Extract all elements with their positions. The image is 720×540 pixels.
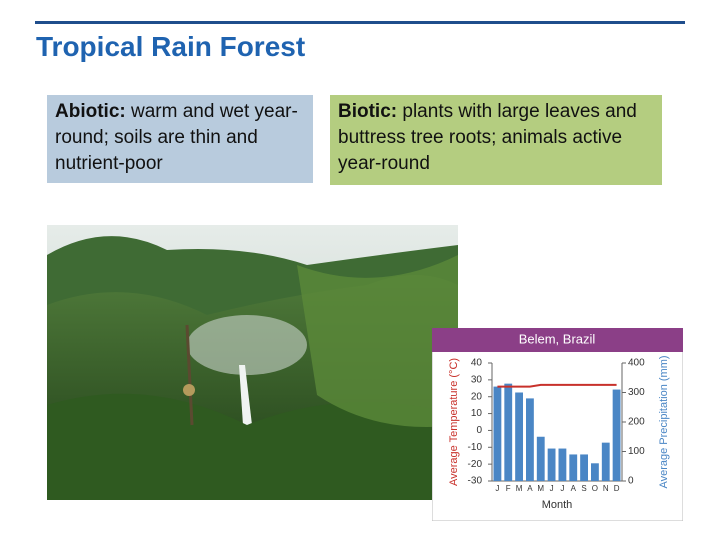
bar xyxy=(526,398,534,481)
box-label: Abiotic: xyxy=(55,101,126,122)
x-tick-label: J xyxy=(550,484,554,493)
abiotic-box: Abiotic: warm and wet year-round; soils … xyxy=(47,95,313,183)
bar xyxy=(601,442,610,481)
y2-tick-label: 400 xyxy=(628,358,645,369)
box-label: Biotic: xyxy=(338,101,398,122)
y2-tick-label: 200 xyxy=(628,417,645,428)
y-tick-label: -30 xyxy=(468,476,483,487)
climate-chart: Belem, Brazil Month Average Temperature … xyxy=(432,328,683,521)
x-tick-label: M xyxy=(537,484,544,493)
y2-tick-label: 300 xyxy=(628,387,645,398)
y-axis-title: Average Temperature (°C) xyxy=(448,358,460,486)
bar xyxy=(493,386,502,481)
y-tick-label: 30 xyxy=(471,374,483,385)
x-tick-label: J xyxy=(495,484,499,493)
chart-header xyxy=(432,328,683,352)
bar xyxy=(558,448,567,481)
x-tick-label: D xyxy=(614,484,620,493)
chart-title: Belem, Brazil xyxy=(519,331,596,346)
bar xyxy=(569,454,578,481)
box-text: warm and wet year-round; soils are thin … xyxy=(55,101,298,174)
bar xyxy=(536,436,545,481)
bar xyxy=(612,389,621,481)
header-rule xyxy=(35,21,685,24)
box-text: plants with large leaves and buttress tr… xyxy=(338,101,637,174)
x-axis-title: Month xyxy=(542,499,573,511)
y-tick-label: 40 xyxy=(471,358,483,369)
y2-tick-label: 0 xyxy=(628,476,634,487)
bar xyxy=(580,454,588,481)
x-tick-label: N xyxy=(603,484,609,493)
rainforest-photo xyxy=(47,225,458,500)
x-tick-label: A xyxy=(571,484,577,493)
line xyxy=(497,383,617,388)
y2-tick-label: 100 xyxy=(628,446,645,457)
chart-panel xyxy=(432,328,683,521)
y-tick-label: 0 xyxy=(476,425,482,436)
x-tick-label: O xyxy=(592,484,598,493)
x-tick-label: J xyxy=(560,484,564,493)
bar xyxy=(504,383,513,481)
y-tick-label: 10 xyxy=(471,408,483,419)
bar xyxy=(547,448,556,481)
biotic-box: Biotic: plants with large leaves and but… xyxy=(330,95,662,185)
y-tick-label: -20 xyxy=(468,459,483,470)
y-tick-label: 20 xyxy=(471,391,483,402)
slide-title: Tropical Rain Forest xyxy=(36,31,306,62)
x-tick-label: A xyxy=(527,484,533,493)
y2-axis-title: Average Precipitation (mm) xyxy=(658,355,670,488)
y-tick-label: -10 xyxy=(468,442,483,453)
x-tick-label: M xyxy=(516,484,523,493)
x-tick-label: F xyxy=(506,484,511,493)
bar xyxy=(515,392,523,481)
x-tick-label: S xyxy=(581,484,586,493)
bar xyxy=(591,463,599,481)
